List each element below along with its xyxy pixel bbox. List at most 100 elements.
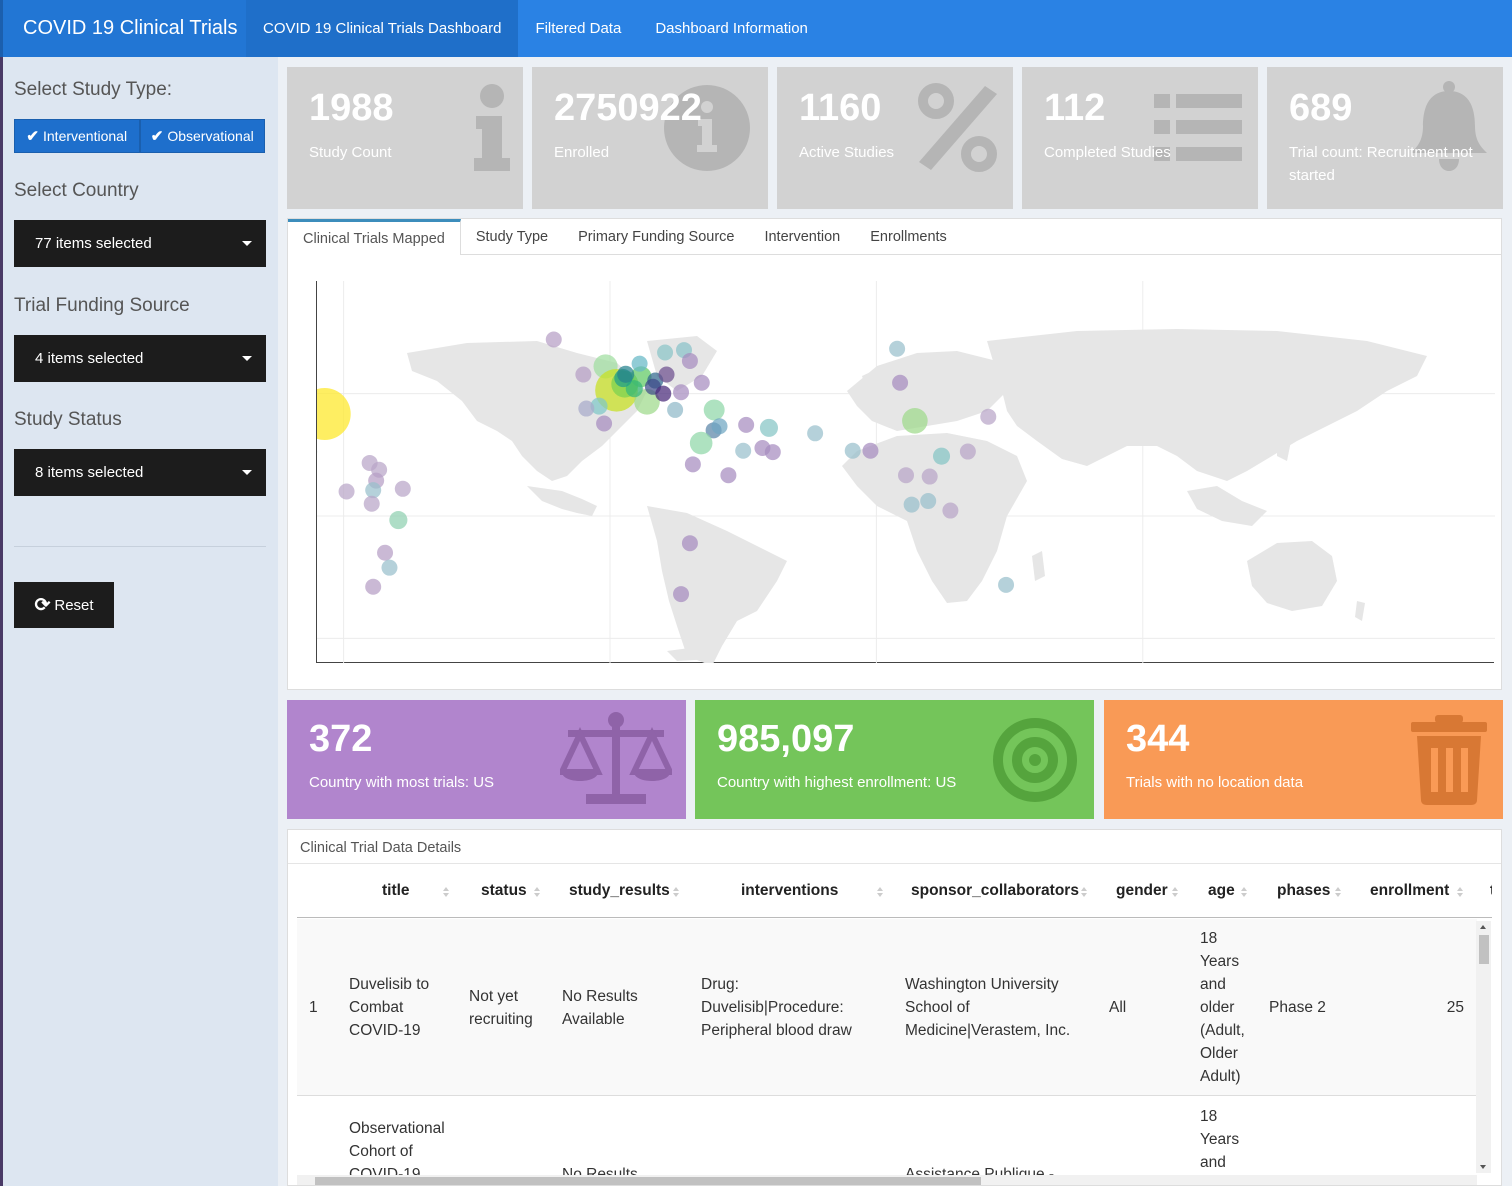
map-point[interactable]: [681, 535, 698, 552]
scroll-thumb[interactable]: [1479, 935, 1489, 964]
map-point[interactable]: [363, 495, 380, 512]
value-box-number: 1988: [309, 87, 394, 129]
column-header-truncated[interactable]: t: [1490, 864, 1492, 918]
value-box-caption: Completed Studies: [1044, 144, 1171, 161]
map-point[interactable]: [658, 366, 675, 383]
map-point[interactable]: [298, 387, 351, 441]
column-header-gender[interactable]: gender: [1116, 882, 1168, 899]
map-point[interactable]: [377, 544, 394, 561]
map-point[interactable]: [703, 399, 725, 421]
map-point[interactable]: [980, 408, 997, 425]
map-point[interactable]: [959, 443, 976, 460]
column-header-age[interactable]: age: [1208, 882, 1235, 899]
tab-primary-funding-source[interactable]: Primary Funding Source: [578, 228, 735, 245]
map-point[interactable]: [625, 380, 643, 398]
map-point[interactable]: [681, 352, 698, 369]
table-vertical-scrollbar[interactable]: [1476, 921, 1491, 1173]
map-point[interactable]: [684, 456, 701, 473]
scroll-thumb[interactable]: [315, 1177, 981, 1185]
map-point[interactable]: [657, 344, 674, 361]
funding-picker[interactable]: 4 items selected: [14, 335, 266, 382]
reset-button[interactable]: ⟳ Reset: [14, 582, 114, 628]
map-point[interactable]: [921, 468, 938, 485]
tab-study-type[interactable]: Study Type: [475, 228, 549, 245]
nav-dashboard-information[interactable]: Dashboard Information: [655, 20, 808, 37]
column-header-study-results[interactable]: study_results: [569, 882, 670, 899]
trials-map[interactable]: [283, 281, 1495, 666]
tab-clinical-trials-mapped[interactable]: Clinical Trials Mapped: [288, 219, 461, 255]
map-point[interactable]: [693, 374, 710, 391]
map-point[interactable]: [759, 418, 779, 437]
table-row[interactable]: Observational Cohort of COVID-19 No Resu…: [297, 1097, 1477, 1185]
status-label: Study Status: [14, 409, 122, 430]
study-type-interventional[interactable]: ✔ Interventional: [14, 119, 140, 153]
value-box-highest-enrollment: 985,097 Country with highest enrollment:…: [695, 700, 1094, 819]
map-point[interactable]: [389, 511, 408, 530]
map-point[interactable]: [920, 493, 937, 510]
nav-dashboard[interactable]: COVID 19 Clinical Trials Dashboard: [246, 0, 519, 57]
column-header-interventions[interactable]: interventions: [741, 882, 839, 899]
map-point[interactable]: [673, 384, 690, 401]
value-box-caption: Active Studies: [799, 144, 895, 161]
map-point[interactable]: [898, 467, 914, 484]
map-point[interactable]: [738, 416, 755, 433]
map-point[interactable]: [575, 366, 592, 383]
map-point[interactable]: [932, 447, 951, 465]
map-point[interactable]: [634, 388, 660, 415]
value-box-number: 2750922: [554, 87, 702, 129]
column-header-phases[interactable]: phases: [1277, 882, 1331, 899]
column-header-sponsor-collaborators[interactable]: sponsor_collaborators: [911, 882, 1079, 899]
map-point[interactable]: [394, 480, 411, 497]
map-point[interactable]: [596, 415, 613, 432]
map-point[interactable]: [365, 482, 382, 499]
trash-icon: [1411, 715, 1487, 805]
map-point[interactable]: [862, 442, 879, 459]
map-point[interactable]: [892, 374, 909, 391]
map-point[interactable]: [720, 467, 737, 484]
country-picker[interactable]: 77 items selected: [14, 220, 266, 267]
map-point[interactable]: [590, 397, 608, 415]
map-point[interactable]: [942, 502, 959, 519]
app-title[interactable]: COVID 19 Clinical Trials: [0, 0, 246, 57]
map-point[interactable]: [735, 442, 752, 459]
map-point[interactable]: [902, 407, 928, 434]
map-point[interactable]: [711, 418, 728, 435]
map-point[interactable]: [673, 586, 690, 603]
map-point[interactable]: [617, 365, 635, 383]
table-horizontal-scrollbar[interactable]: [297, 1175, 1477, 1185]
tab-enrollments[interactable]: Enrollments: [870, 228, 947, 245]
bell-icon: [1411, 81, 1487, 171]
map-point[interactable]: [689, 431, 713, 455]
map-point[interactable]: [764, 444, 781, 461]
map-point[interactable]: [578, 400, 595, 417]
map-point[interactable]: [365, 578, 382, 595]
value-box-caption: Trial count: Recruitment not started: [1289, 144, 1473, 184]
table-row[interactable]: 1 Duvelisib to Combat COVID-19 Not yet r…: [297, 919, 1477, 1096]
column-header-enrollment[interactable]: enrollment: [1370, 882, 1450, 899]
value-box-number: 112: [1044, 87, 1106, 129]
cell-study-results: No Results Available: [562, 988, 638, 1028]
map-point[interactable]: [631, 355, 648, 372]
map-point[interactable]: [889, 340, 906, 357]
scroll-down-icon[interactable]: [1480, 1165, 1486, 1169]
value-box-caption: Country with most trials: US: [309, 774, 495, 791]
map-point[interactable]: [844, 442, 861, 459]
map-point[interactable]: [338, 483, 355, 500]
value-box-active-studies: 1160 Active Studies: [777, 67, 1013, 209]
map-point[interactable]: [545, 331, 562, 348]
tab-intervention[interactable]: Intervention: [764, 228, 841, 245]
map-point[interactable]: [998, 576, 1015, 593]
nav-filtered-data[interactable]: Filtered Data: [535, 20, 622, 37]
study-type-observational[interactable]: ✔ Observational: [139, 119, 265, 153]
map-point[interactable]: [655, 385, 672, 402]
map-point[interactable]: [667, 401, 684, 418]
column-header-title[interactable]: title: [382, 882, 410, 899]
map-point[interactable]: [807, 425, 824, 442]
map-point[interactable]: [381, 559, 398, 576]
status-picker[interactable]: 8 items selected: [14, 449, 266, 496]
map-point[interactable]: [903, 496, 920, 513]
scroll-up-icon[interactable]: [1480, 925, 1486, 929]
cell-age: 18 Years and: [1200, 1108, 1240, 1171]
column-header-status[interactable]: status: [481, 882, 527, 899]
row-index: 1: [309, 999, 318, 1016]
